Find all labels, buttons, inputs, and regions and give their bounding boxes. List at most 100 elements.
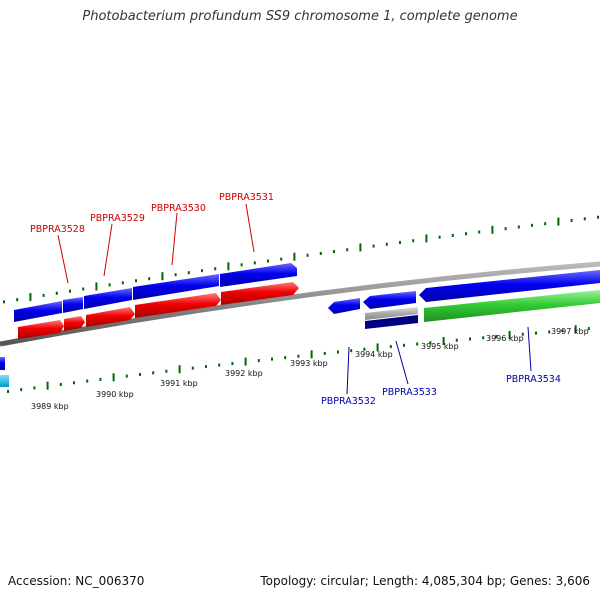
minor-tick bbox=[122, 281, 124, 284]
minor-tick bbox=[390, 345, 392, 348]
minor-tick bbox=[307, 254, 309, 257]
scale-label: 3996 kbp bbox=[486, 334, 524, 343]
minor-tick bbox=[109, 283, 111, 286]
minor-tick bbox=[548, 330, 550, 333]
accession-text: Accession: NC_006370 bbox=[8, 574, 144, 588]
edge-feature-blue[interactable] bbox=[0, 357, 5, 370]
minor-tick bbox=[518, 225, 520, 228]
minor-tick bbox=[399, 241, 401, 244]
minor-tick bbox=[271, 358, 273, 361]
minor-tick bbox=[416, 343, 418, 346]
minor-tick bbox=[403, 344, 405, 347]
minor-tick bbox=[452, 234, 454, 237]
scale-label: 3994 kbp bbox=[355, 350, 393, 359]
minor-tick bbox=[192, 367, 194, 370]
minor-tick bbox=[135, 279, 137, 282]
scale-label: 3997 kbp bbox=[551, 327, 589, 336]
minor-tick bbox=[201, 269, 203, 272]
minor-tick bbox=[99, 378, 101, 381]
minor-tick bbox=[350, 349, 352, 352]
major-tick bbox=[557, 218, 559, 226]
minor-tick bbox=[165, 370, 167, 373]
minor-tick bbox=[324, 352, 326, 355]
major-tick bbox=[95, 282, 97, 290]
gene-label[interactable]: PBPRA3532 bbox=[321, 396, 376, 407]
minor-tick bbox=[544, 222, 546, 225]
minor-tick bbox=[254, 261, 256, 264]
gene-label[interactable]: PBPRA3530 bbox=[151, 203, 206, 214]
minor-tick bbox=[33, 386, 35, 389]
minor-tick bbox=[597, 216, 599, 219]
major-tick bbox=[29, 293, 31, 301]
major-tick bbox=[179, 365, 181, 373]
gene-label[interactable]: PBPRA3528 bbox=[30, 224, 85, 235]
cds-block[interactable] bbox=[328, 298, 360, 314]
major-tick bbox=[425, 234, 427, 242]
minor-tick bbox=[465, 232, 467, 235]
cds-block[interactable] bbox=[84, 288, 132, 309]
scale-label: 3992 kbp bbox=[225, 369, 263, 378]
minor-tick bbox=[412, 239, 414, 242]
minor-tick bbox=[69, 290, 71, 293]
minor-tick bbox=[535, 332, 537, 335]
edge-feature-cyan[interactable] bbox=[0, 375, 9, 387]
minor-tick bbox=[346, 248, 348, 251]
minor-tick bbox=[56, 292, 58, 295]
cds-block[interactable] bbox=[14, 301, 62, 322]
minor-tick bbox=[205, 365, 207, 368]
minor-tick bbox=[175, 273, 177, 276]
minor-tick bbox=[82, 288, 84, 291]
gene-label[interactable]: PBPRA3529 bbox=[90, 213, 145, 224]
gene-label[interactable]: PBPRA3534 bbox=[506, 374, 561, 385]
gene-label[interactable]: PBPRA3533 bbox=[382, 387, 437, 398]
minor-tick bbox=[16, 298, 18, 301]
minor-tick bbox=[584, 217, 586, 220]
minor-tick bbox=[152, 371, 154, 374]
major-tick bbox=[245, 358, 247, 366]
minor-tick bbox=[258, 359, 260, 362]
minor-tick bbox=[373, 245, 375, 248]
gene-label[interactable]: PBPRA3531 bbox=[219, 192, 274, 203]
topology-text: Topology: circular; Length: 4,085,304 bp… bbox=[260, 574, 590, 588]
minor-tick bbox=[20, 388, 22, 391]
reverse-gene-labels: PBPRA3532 PBPRA3533 PBPRA3534 bbox=[321, 374, 561, 407]
minor-tick bbox=[320, 252, 322, 255]
forward-gene-labels: PBPRA3528 PBPRA3529 PBPRA3530 PBPRA3531 bbox=[30, 192, 274, 235]
cds-block[interactable] bbox=[63, 297, 83, 313]
minor-tick bbox=[482, 336, 484, 339]
minor-tick bbox=[469, 337, 471, 340]
minor-tick bbox=[280, 258, 282, 261]
minor-tick bbox=[139, 373, 141, 376]
major-tick bbox=[47, 382, 49, 390]
minor-tick bbox=[337, 351, 339, 354]
minor-tick bbox=[73, 381, 75, 384]
minor-tick bbox=[214, 267, 216, 270]
minor-tick bbox=[333, 250, 335, 253]
major-tick bbox=[113, 373, 115, 381]
minor-tick bbox=[218, 364, 220, 367]
major-tick bbox=[227, 262, 229, 270]
minor-tick bbox=[478, 231, 480, 234]
minor-tick bbox=[86, 380, 88, 383]
minor-tick bbox=[231, 362, 233, 365]
major-tick bbox=[491, 226, 493, 234]
cds-block[interactable] bbox=[363, 291, 416, 309]
minor-tick bbox=[439, 236, 441, 239]
minor-tick bbox=[148, 277, 150, 280]
minor-tick bbox=[386, 243, 388, 246]
major-tick bbox=[311, 350, 313, 358]
minor-tick bbox=[297, 355, 299, 358]
major-tick bbox=[359, 243, 361, 251]
minor-tick bbox=[505, 227, 507, 230]
minor-tick bbox=[188, 271, 190, 274]
minor-tick bbox=[43, 294, 45, 297]
minor-tick bbox=[7, 390, 9, 393]
scale-label: 3990 kbp bbox=[96, 390, 134, 399]
minor-tick bbox=[284, 356, 286, 359]
scale-label: 3989 kbp bbox=[31, 402, 69, 411]
minor-tick bbox=[126, 375, 128, 378]
minor-tick bbox=[60, 383, 62, 386]
scale-label: 3995 kbp bbox=[421, 342, 459, 351]
genome-map[interactable]: 3989 kbp 3990 kbp 3991 kbp 3992 kbp 3993… bbox=[0, 0, 600, 600]
minor-tick bbox=[571, 219, 573, 222]
